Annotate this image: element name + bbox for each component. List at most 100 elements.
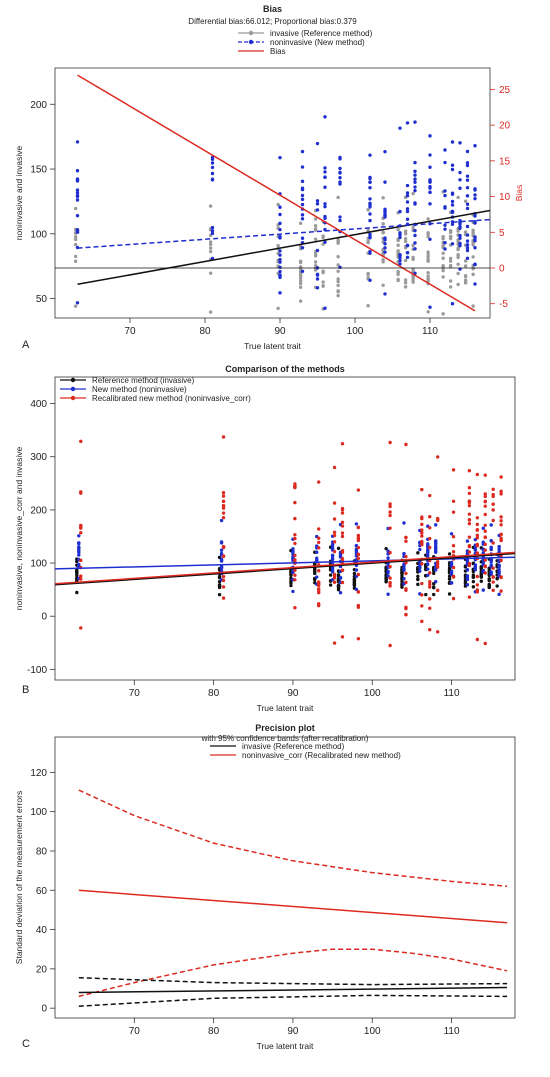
x-tick-label: 80: [199, 326, 211, 337]
series-points: [75, 115, 477, 310]
legend-label: Recalibrated new method (noninvasive_cor…: [92, 394, 251, 403]
data-point: [278, 205, 282, 209]
data-point: [491, 575, 495, 579]
data-point: [332, 540, 337, 544]
data-point: [416, 574, 420, 578]
data-point: [313, 227, 318, 231]
data-point: [313, 260, 318, 264]
data-point: [338, 576, 343, 580]
data-point: [386, 556, 390, 560]
data-point: [450, 192, 455, 196]
data-point: [338, 554, 343, 559]
data-point: [413, 173, 417, 177]
data-point: [405, 121, 410, 125]
data-point: [75, 169, 80, 173]
data-point: [428, 515, 432, 519]
data-point: [475, 536, 480, 540]
series-line: [78, 994, 508, 1007]
data-point: [441, 234, 445, 239]
data-point: [298, 279, 303, 283]
data-point: [402, 551, 406, 556]
data-point: [210, 161, 215, 165]
x-tick-label: 110: [444, 688, 460, 699]
data-point: [383, 207, 387, 212]
data-point: [278, 274, 282, 278]
data-point: [447, 592, 452, 596]
data-point: [293, 558, 297, 562]
data-point: [366, 304, 370, 308]
data-point: [465, 185, 470, 190]
data-point: [73, 206, 78, 211]
data-point: [332, 465, 337, 470]
data-point: [336, 584, 341, 588]
data-point: [336, 255, 340, 259]
x-tick-label: 90: [287, 688, 299, 699]
data-point: [473, 236, 477, 241]
data-point: [381, 231, 385, 235]
data-point: [448, 234, 453, 239]
data-point: [332, 576, 337, 580]
data-point: [499, 489, 503, 493]
data-point: [315, 202, 320, 206]
data-point: [368, 234, 372, 239]
data-point: [413, 120, 417, 124]
data-point: [465, 233, 470, 237]
data-point: [291, 550, 295, 554]
data-point: [368, 212, 372, 216]
data-point: [467, 544, 472, 549]
plot-area: [55, 74, 490, 316]
data-point: [383, 210, 387, 215]
data-point: [317, 580, 321, 584]
data-point: [398, 255, 402, 260]
data-point: [483, 523, 487, 527]
data-point: [463, 580, 468, 585]
data-point: [75, 301, 80, 305]
data-point: [420, 516, 424, 521]
data-point: [210, 157, 215, 161]
data-point: [336, 240, 340, 244]
data-point: [336, 283, 340, 288]
data-point: [489, 570, 493, 575]
data-point: [75, 191, 80, 195]
data-point: [411, 276, 415, 280]
data-point: [450, 140, 455, 144]
data-point: [491, 494, 495, 499]
data-point: [298, 276, 303, 280]
data-point: [465, 202, 470, 206]
data-point: [471, 255, 475, 259]
data-point: [210, 171, 215, 176]
data-point: [443, 189, 447, 193]
legend-label: New method (noninvasive): [92, 385, 187, 394]
data-point: [405, 194, 410, 198]
data-point: [473, 196, 477, 201]
data-point: [381, 283, 385, 287]
data-point: [352, 578, 357, 582]
data-point: [79, 626, 83, 630]
data-point: [328, 573, 333, 577]
plot-area: [78, 789, 508, 1007]
data-point: [413, 185, 417, 189]
data-point: [487, 578, 491, 583]
data-point: [428, 305, 432, 309]
data-point: [405, 255, 410, 260]
data-point: [426, 255, 430, 259]
data-point: [300, 179, 305, 184]
data-point: [77, 534, 81, 538]
data-point: [413, 228, 417, 233]
data-point: [450, 242, 455, 246]
data-point: [210, 165, 215, 170]
data-point: [366, 271, 370, 276]
y-tick-label: 200: [30, 100, 47, 111]
data-point: [426, 250, 430, 254]
data-point: [449, 581, 454, 585]
y-tick-label: 150: [30, 165, 47, 176]
data-point: [402, 576, 406, 581]
data-point: [473, 565, 478, 569]
data-point: [336, 269, 340, 273]
data-point: [388, 504, 392, 509]
data-point: [293, 533, 297, 537]
data-point: [449, 569, 454, 573]
data-point: [356, 488, 361, 492]
plot-area: [55, 435, 515, 648]
data-point: [332, 641, 337, 645]
